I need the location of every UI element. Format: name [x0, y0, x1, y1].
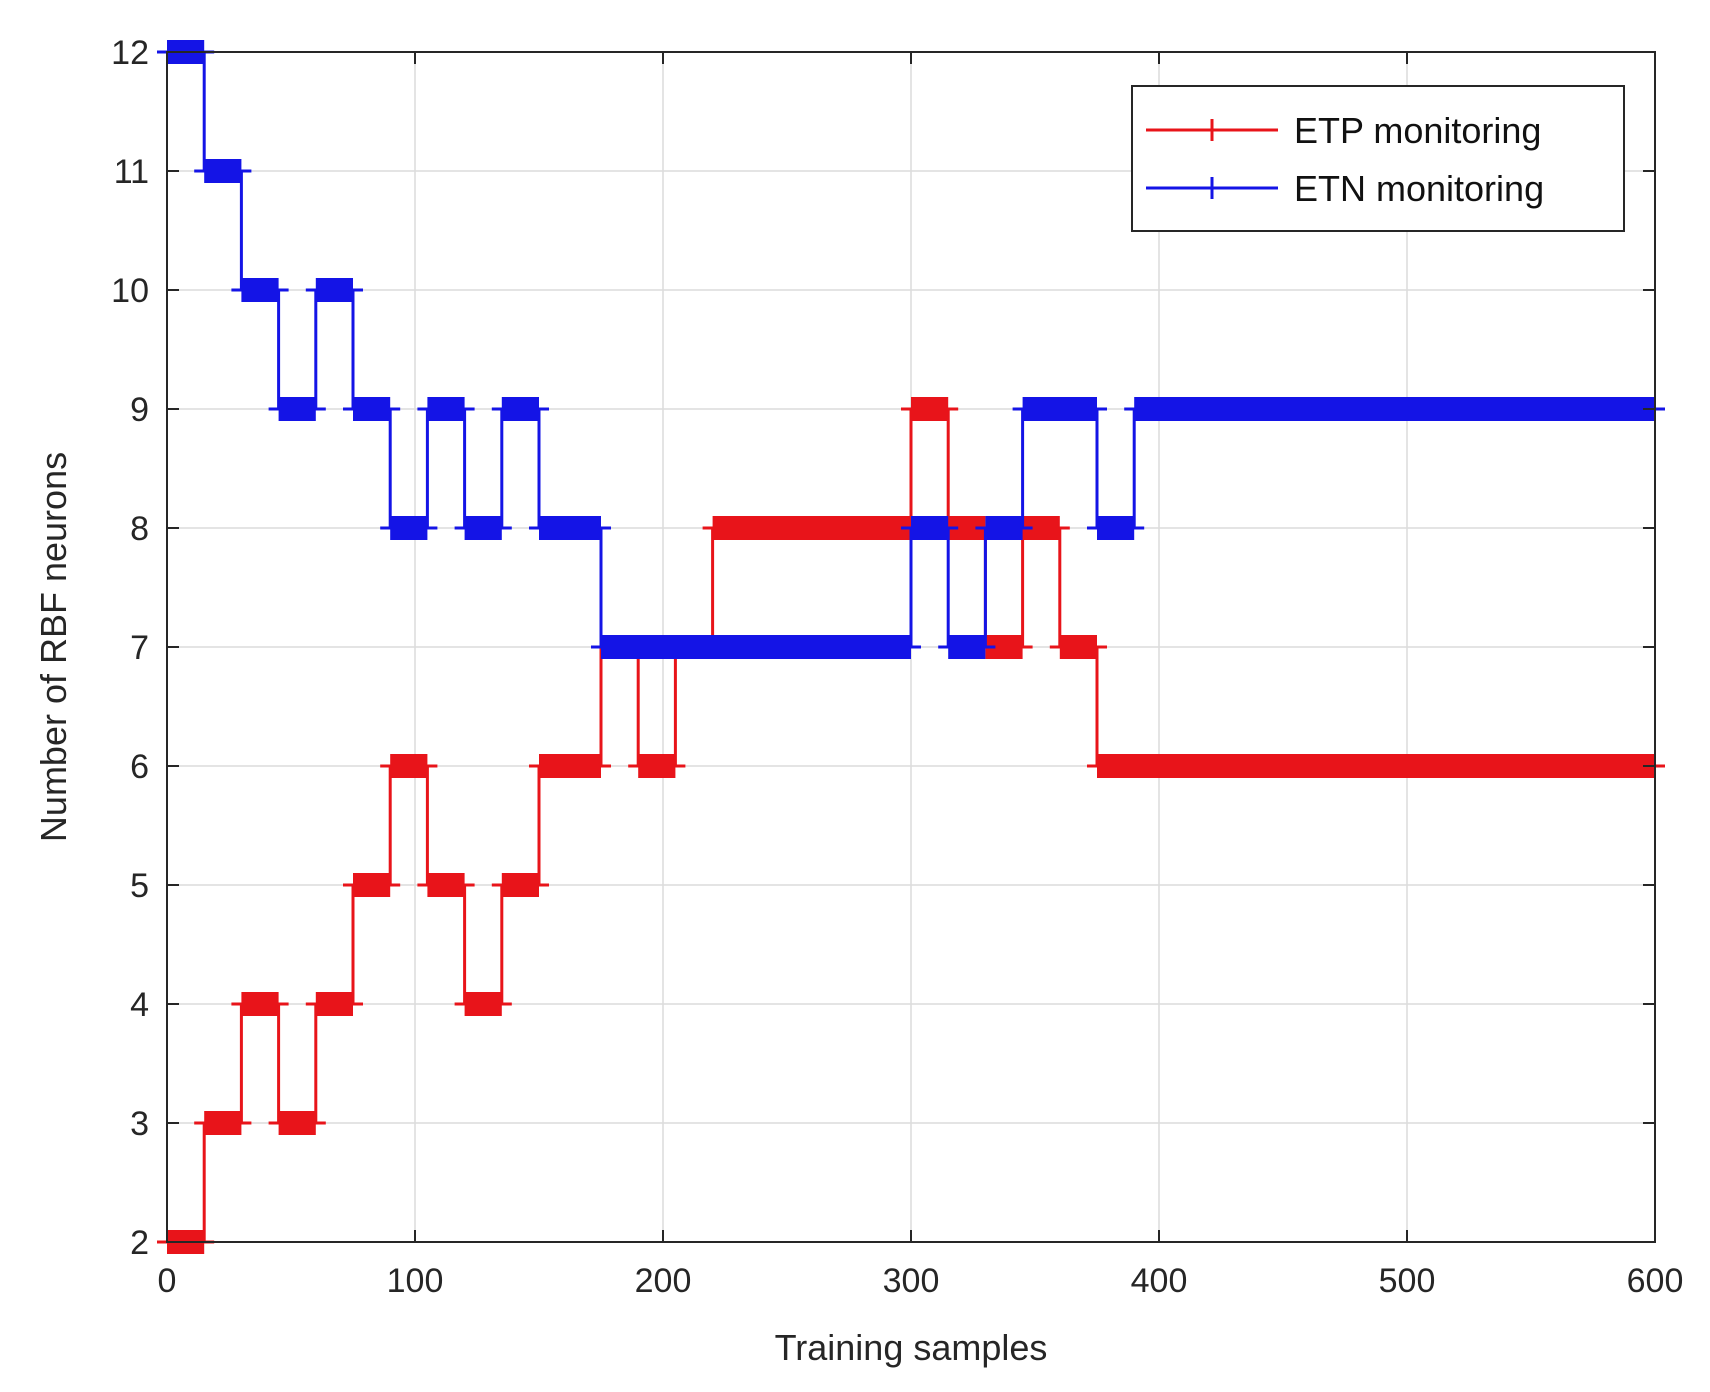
y-tick-label: 6 — [130, 748, 149, 786]
y-tick-label: 5 — [130, 867, 149, 905]
y-tick-label: 7 — [130, 629, 149, 667]
x-tick-label: 600 — [1627, 1262, 1684, 1300]
axis-ticks: 0 100 200 300 400 500 600 2 3 4 5 6 7 8 9 10 11 12 — [111, 34, 1683, 1300]
legend-label-etn: ETN monitoring — [1294, 168, 1544, 209]
y-tick-label: 4 — [130, 986, 149, 1024]
legend: ETP monitoring ETN monitoring — [1131, 85, 1625, 232]
y-tick-label: 10 — [111, 272, 149, 310]
series-line — [167, 50, 1655, 649]
legend-box — [1131, 85, 1625, 232]
y-tick-label: 11 — [114, 153, 149, 191]
y-tick-label: 9 — [130, 391, 149, 429]
x-tick-label: 100 — [387, 1262, 444, 1300]
y-tick-label: 3 — [130, 1105, 149, 1143]
y-tick-label: 2 — [130, 1224, 149, 1262]
legend-label-etp: ETP monitoring — [1294, 110, 1541, 151]
y-tick-label: 8 — [130, 510, 149, 548]
x-tick-label: 200 — [635, 1262, 692, 1300]
x-tick-label: 300 — [883, 1262, 940, 1300]
x-axis-title: Training samples — [775, 1327, 1048, 1368]
plot-series — [157, 40, 1665, 1254]
y-tick-label: 12 — [111, 34, 149, 72]
x-tick-label: 0 — [158, 1262, 177, 1300]
series-etn — [157, 40, 1665, 659]
x-tick-label: 400 — [1131, 1262, 1188, 1300]
y-axis-title: Number of RBF neurons — [33, 452, 74, 842]
x-tick-label: 500 — [1379, 1262, 1436, 1300]
